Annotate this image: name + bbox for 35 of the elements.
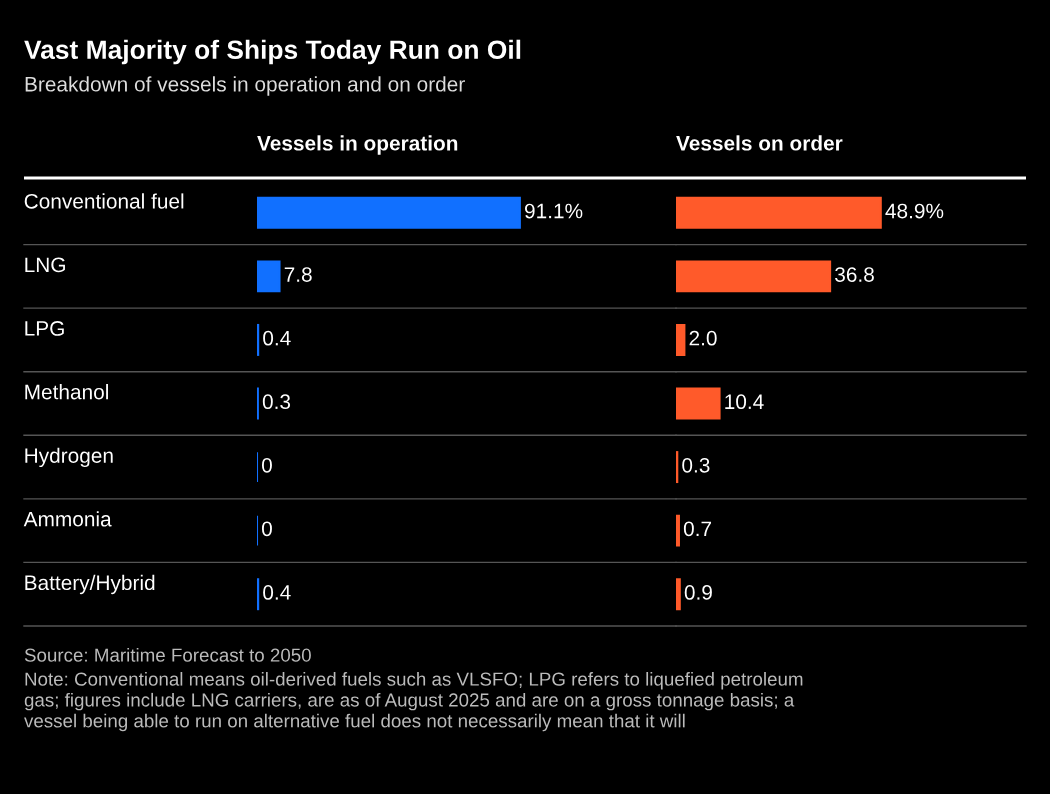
y-tick-label: Hydrogen xyxy=(25,447,113,468)
y-tick-label: Conventional fuel xyxy=(24,193,184,209)
bar xyxy=(676,260,832,293)
bar xyxy=(676,514,680,547)
data-label: 2.0 xyxy=(689,330,717,346)
bar xyxy=(257,196,521,229)
data-label: 0.4 xyxy=(263,330,291,346)
bar xyxy=(676,387,721,420)
y-tick-label: Battery/Hybrid xyxy=(25,574,155,595)
text: Vast Majority of Ships Today Run on Oil xyxy=(24,39,521,65)
y-tick-label: Methanol xyxy=(25,384,108,400)
data-label: 0.3 xyxy=(262,394,291,410)
data-label: 91.1% xyxy=(525,203,583,219)
y-tick-label: Ammonia xyxy=(23,511,112,527)
data-label: 0 xyxy=(261,457,272,473)
data-label: 0.7 xyxy=(683,521,712,537)
chart-title: Vessels on order xyxy=(676,135,843,151)
text: Note: Conventional means oil-derived fuels such as VLSFO; LPG refers to liquefied petroleum gas; figures include LNG carriers, are as of August 2025 and are on a gross tonnage basis; a vessel being able to run on alternative fuel does not necessarily mean that it will xyxy=(24,672,803,732)
y-tick-label: LPG xyxy=(25,321,64,336)
bar xyxy=(676,196,882,229)
bar xyxy=(676,578,681,611)
data-label: 10.4 xyxy=(725,394,764,410)
data-label: 48.9% xyxy=(885,203,944,219)
y-tick-label: LNG xyxy=(25,257,65,273)
data-label: 36.8 xyxy=(835,267,874,282)
bar xyxy=(676,323,686,356)
data-label: 0 xyxy=(261,521,272,537)
data-label: 0.3 xyxy=(682,457,710,473)
bar xyxy=(257,260,281,293)
chart-title: Vessels in operation xyxy=(257,135,458,155)
data-label: 7.8 xyxy=(284,267,312,282)
data-label: 0.4 xyxy=(263,585,291,600)
data-label: 0.9 xyxy=(684,585,712,600)
source-note: Source: Maritime Forecast to 2050 xyxy=(24,648,311,662)
text: Breakdown of vessels in operation and on order xyxy=(25,76,465,96)
